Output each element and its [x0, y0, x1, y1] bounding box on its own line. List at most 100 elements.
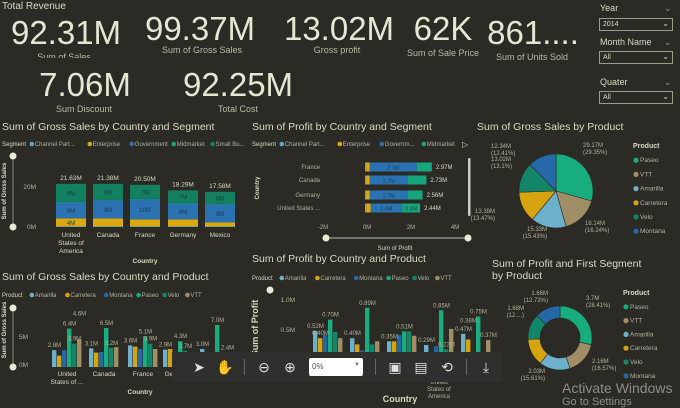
- slicer-label: Month Name: [600, 37, 652, 47]
- kpi-value: 861....: [487, 14, 579, 51]
- bar: [133, 346, 138, 367]
- zoom-slider-handle: [9, 152, 17, 160]
- y-tick-label: 5M: [19, 334, 28, 341]
- data-label: 1.4M: [380, 207, 393, 213]
- bar: [89, 348, 94, 367]
- data-label: 1.7M: [383, 194, 396, 200]
- axis-title: Sum of Gross Sales: [2, 162, 8, 219]
- kpi-label: Sum of Units Sold: [495, 52, 569, 62]
- axis-title: Country: [255, 176, 261, 200]
- bar: [318, 338, 323, 363]
- bar-segment: [130, 226, 160, 227]
- data-label: 9M: [67, 191, 75, 197]
- bar: [94, 352, 99, 367]
- y-tick-label: 0.5M: [281, 327, 295, 334]
- y-tick-label: 0M: [19, 362, 28, 369]
- legend-marker: [353, 275, 359, 281]
- gross-sales-by-product-pie[interactable]: Sum of Gross Sales by Product 29.17M (29.3…: [471, 118, 680, 255]
- quarter-dropdown[interactable]: All ⌄: [599, 91, 673, 104]
- bar: [57, 355, 62, 367]
- select-pointer-icon[interactable]: ➤: [193, 358, 205, 375]
- data-label: 8M: [104, 190, 112, 196]
- data-label: 8M: [67, 209, 75, 215]
- legend-item: Midmarket: [427, 142, 455, 148]
- collapse-chevron-icon[interactable]: ⌄: [664, 3, 672, 13]
- data-label: 16.14M: [585, 221, 605, 227]
- total-label: 2.44M: [424, 206, 441, 212]
- data-label: 0.85M: [433, 303, 450, 309]
- kpi-label: Sum of Gross Sales: [161, 45, 243, 55]
- x-tick-label: Mexico: [210, 232, 231, 239]
- bar-segment: [130, 199, 160, 220]
- bar-segment: [56, 201, 86, 203]
- bar: [62, 350, 67, 367]
- bar-segment: [56, 183, 86, 202]
- gross-sales-by-country-segment-chart[interactable]: Sum of Gross Sales by Country and Segmen…: [0, 118, 250, 265]
- bar: [109, 347, 114, 367]
- profit-by-country-product-chart[interactable]: Sum of Profit by Country and Product Prod…: [250, 250, 497, 408]
- legend-marker: [315, 275, 320, 281]
- gross-sales-by-country-product-chart[interactable]: Sum of Gross Sales by Country and Produc…: [0, 268, 255, 408]
- bar-segment: [168, 219, 198, 227]
- profit-by-country-segment-chart[interactable]: Sum of Profit by Country and Segment Segm…: [250, 118, 475, 258]
- bar: [402, 331, 407, 363]
- data-label: 9M: [216, 212, 224, 218]
- data-label: 6.4M: [63, 322, 76, 328]
- month-dropdown[interactable]: All ⌄: [599, 51, 673, 64]
- collapse-chevron-icon[interactable]: ⌄: [664, 77, 672, 87]
- legend-title: Product: [633, 143, 660, 150]
- data-label: 29.17M: [583, 143, 603, 149]
- collapse-chevron-icon[interactable]: ⌄: [664, 37, 672, 47]
- total-label: 2.97M: [436, 165, 453, 171]
- legend-item: Amarilla: [285, 276, 307, 282]
- slicer-label: Quater: [600, 77, 628, 87]
- kpi-value: 62K: [413, 10, 473, 47]
- bar: [72, 343, 77, 367]
- zoom-in-icon[interactable]: ⊕: [284, 358, 296, 375]
- data-label: 15.33M: [527, 227, 547, 233]
- bar-segment: [93, 199, 123, 201]
- legend-marker: [29, 292, 35, 298]
- data-label: 3.7M: [586, 296, 599, 302]
- legend-marker: [633, 171, 639, 177]
- year-dropdown[interactable]: 2014 ⌄: [599, 18, 673, 31]
- kpi-label: Sum Discount: [55, 104, 113, 114]
- x-tick-label: -2M: [318, 225, 328, 231]
- bar: [313, 330, 318, 363]
- pie-slice: [559, 305, 593, 346]
- fit-page-icon[interactable]: ▣: [388, 358, 402, 375]
- x-tick-label: United: [430, 380, 447, 386]
- data-label: (16.24%): [585, 228, 609, 234]
- data-label: 2.9M: [159, 343, 172, 349]
- data-label: 2.8M: [48, 343, 61, 349]
- download-icon[interactable]: ⤓: [482, 358, 490, 375]
- bar: [449, 328, 454, 363]
- profit-first-segment-donut[interactable]: Sum of Profit and First Segment by Produc…: [490, 255, 680, 408]
- chart-title: Sum of Gross Sales by Country and Segmen…: [2, 121, 215, 133]
- bar: [466, 339, 471, 363]
- x-tick-label: Canada: [93, 371, 116, 378]
- data-label: 3.6M: [124, 338, 137, 344]
- zoom-out-icon[interactable]: ⊖: [258, 358, 270, 375]
- page-view-icon[interactable]: ▤: [414, 358, 428, 375]
- x-tick-label: 4M: [451, 225, 459, 231]
- data-label: (29.35%): [583, 150, 607, 156]
- data-label: 0.40M: [312, 331, 329, 337]
- legend-marker: [623, 359, 629, 365]
- data-label: 2.1M: [387, 166, 400, 172]
- bar: [412, 335, 417, 363]
- data-label: 2.7M: [179, 344, 192, 350]
- hand-pan-icon[interactable]: ✋: [216, 358, 234, 375]
- rotate-icon[interactable]: ⟲: [441, 358, 453, 375]
- legend-marker: [633, 186, 639, 192]
- x-tick-label: United: [58, 371, 77, 378]
- legend-title: Product: [252, 276, 273, 282]
- zoom-level-input[interactable]: 0% ▼: [309, 358, 363, 376]
- pie-slice: [529, 153, 557, 192]
- y-tick-label: United States ...: [277, 206, 320, 212]
- data-label: (13.1%): [491, 164, 512, 170]
- zoom-slider-handle: [464, 234, 472, 242]
- bar-segment: [130, 219, 160, 227]
- bar: [407, 331, 412, 363]
- bar-segment: [366, 175, 370, 185]
